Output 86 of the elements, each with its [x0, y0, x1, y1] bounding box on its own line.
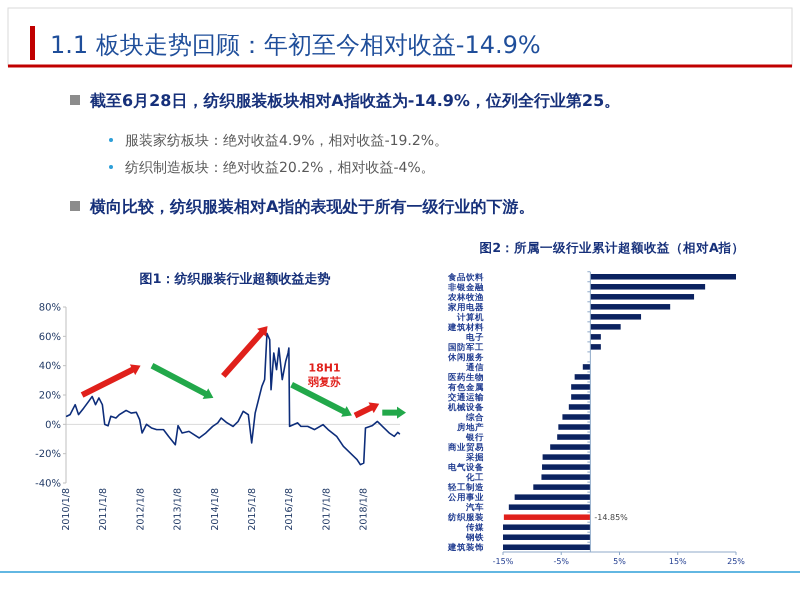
y-tick-label: 食品饮料 [447, 272, 484, 283]
bar [590, 334, 601, 340]
y-tick-label: 国防军工 [448, 342, 484, 353]
y-tick-label: 商业贸易 [447, 442, 484, 454]
y-tick-label: 家用电器 [447, 302, 484, 313]
x-tick-label: -15% [492, 557, 514, 566]
bar [590, 324, 621, 330]
y-tick-label: 计算机 [456, 312, 484, 323]
y-tick-label: 建筑材料 [447, 322, 484, 333]
x-tick-label: 5% [613, 557, 626, 566]
y-tick-label: 公用事业 [447, 492, 484, 504]
text: 横向比较，纺织服装相对A指的表现处于所有一级行业的下游。 [89, 197, 534, 216]
bar [542, 454, 590, 460]
x-tick-label: 2011/1/8 [98, 488, 110, 531]
y-tick-label: 钢铁 [465, 532, 485, 544]
x-tick-label: 2012/1/8 [135, 488, 146, 531]
y-tick-label: 非银金融 [447, 282, 485, 293]
bar [590, 284, 706, 290]
y-tick-label: 电气设备 [448, 462, 484, 474]
bar [557, 434, 590, 440]
x-tick-label: 2017/1/8 [321, 488, 332, 531]
y-tick-label: 采掘 [465, 452, 484, 464]
y-tick-label: 通信 [465, 362, 484, 373]
x-tick-label: 25% [727, 557, 746, 566]
bar [503, 544, 590, 550]
bar [533, 484, 590, 490]
y-tick-label: 40% [38, 361, 61, 372]
bar [590, 274, 736, 280]
x-tick-label: 2018/1/8 [358, 488, 370, 531]
y-tick-label: 房地产 [456, 422, 484, 434]
line-series [66, 332, 400, 466]
y-tick-label: 纺织服装 [447, 512, 484, 524]
bar [562, 414, 590, 420]
y-tick-label: -20% [35, 449, 61, 460]
y-tick-label: 0% [45, 420, 61, 431]
bar [541, 474, 590, 480]
y-tick-label: 农林牧渔 [447, 292, 484, 303]
y-tick-label: 轻工制造 [447, 482, 485, 494]
bar [590, 314, 642, 320]
bar [582, 364, 590, 370]
bar [550, 444, 590, 450]
x-tick-label: 2015/1/8 [246, 488, 258, 531]
y-tick-label: 综合 [465, 412, 485, 424]
bar [571, 394, 590, 400]
x-tick-label: 2013/1/8 [172, 488, 184, 531]
y-tick-label: 交通运输 [447, 392, 485, 403]
bar [504, 514, 590, 520]
bar [508, 504, 590, 510]
y-tick-label: 传媒 [465, 522, 485, 534]
y-tick-label: 80% [38, 302, 61, 314]
bar [514, 494, 590, 500]
bar [574, 374, 590, 380]
y-tick-label: 建筑装饰 [447, 542, 484, 554]
chart-title: 图2：所属一级行业累计超额收益（相对A指） [479, 240, 745, 255]
y-tick-label: 60% [38, 332, 61, 343]
text: 1.1 板块走势回顾：年初至今相对收益-14.9% [50, 31, 541, 59]
y-tick-label: 20% [38, 390, 61, 402]
x-tick-label: 2010/1/8 [61, 488, 72, 531]
y-tick-label: 电子 [466, 332, 484, 343]
x-tick-label: 15% [668, 557, 688, 566]
bar [568, 404, 590, 410]
text: 截至6月28日，纺织服装板块相对A指收益为-14.9%，位列全行业第25。 [89, 91, 620, 110]
text: 纺织制造板块：绝对收益20.2%，相对收益-4%。 [125, 160, 435, 176]
annotation: 18H1 弱复苏 [307, 362, 342, 389]
x-tick-label: 2016/1/8 [284, 488, 296, 531]
chart-title: 图1：纺织服装行业超额收益走势 [139, 271, 331, 287]
y-tick-label: 休闲服务 [447, 352, 484, 363]
bar [503, 524, 590, 530]
bar [558, 424, 590, 430]
bar [571, 384, 590, 390]
x-tick-label: 2014/1/8 [210, 488, 221, 531]
x-tick-label: -5% [553, 557, 570, 566]
bar [590, 304, 670, 310]
bar [590, 294, 694, 300]
bar [590, 344, 601, 350]
y-tick-label: 医药生物 [448, 372, 484, 383]
data-label: -14.85% [594, 513, 628, 522]
y-tick-label: 汽车 [465, 502, 484, 514]
bar [542, 464, 590, 470]
bar [503, 534, 590, 540]
y-tick-label: 化工 [465, 472, 484, 484]
y-tick-label: 银行 [465, 432, 484, 444]
y-tick-label: 有色金属 [447, 382, 484, 393]
text: 服装家纺板块：绝对收益4.9%，相对收益-19.2%。 [125, 133, 448, 149]
y-tick-label: 机械设备 [447, 402, 484, 413]
y-tick-label: -40% [35, 478, 61, 490]
